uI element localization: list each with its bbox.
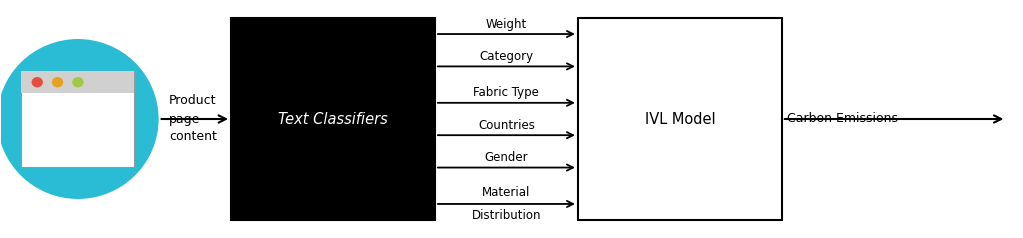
Text: Category: Category	[480, 50, 533, 63]
Bar	[231, 18, 435, 220]
Text: Gender: Gender	[485, 151, 528, 164]
Ellipse shape	[73, 77, 84, 87]
Text: Fabric Type: Fabric Type	[474, 86, 539, 99]
Text: Carbon Emissions: Carbon Emissions	[787, 113, 898, 125]
Ellipse shape	[0, 39, 159, 199]
Bar	[21, 71, 134, 167]
Ellipse shape	[32, 77, 43, 87]
Text: IVL Model: IVL Model	[644, 111, 715, 127]
Text: Countries: Countries	[478, 119, 535, 132]
Ellipse shape	[52, 77, 63, 87]
Bar	[578, 18, 782, 220]
Text: Product
page
content: Product page content	[169, 94, 217, 144]
Text: Text Classifiers: Text Classifiers	[278, 111, 388, 127]
Text: Weight: Weight	[486, 18, 527, 30]
Text: Distribution: Distribution	[472, 209, 541, 222]
Bar	[21, 71, 134, 93]
Text: Material: Material	[482, 186, 531, 199]
